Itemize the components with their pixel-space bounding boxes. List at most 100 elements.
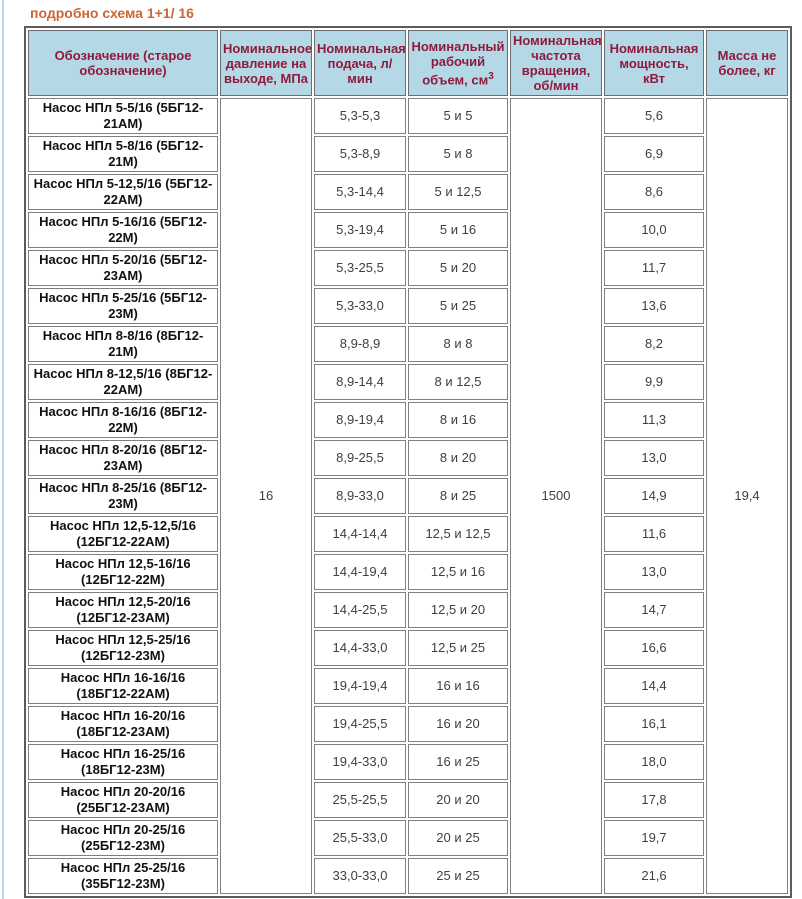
table-row: Насос НПл 16-25/16 (18БГ12-23М) 19,4-33,0… <box>28 744 788 780</box>
power-cell: 6,9 <box>604 136 704 172</box>
pump-designation-cell: Насос НПл 5-12,5/16 (5БГ12-22АМ) <box>28 174 218 210</box>
table-row: Насос НПл 5-8/16 (5БГ12-21М) 5,3-8,9 5 и 8… <box>28 136 788 172</box>
volume-cell: 8 и 12,5 <box>408 364 508 400</box>
column-header-label: Номинальная мощность, кВт <box>609 40 699 86</box>
power-cell: 5,6 <box>604 98 704 134</box>
mass-cell: 19,4 <box>706 98 788 894</box>
power-cell: 10,0 <box>604 212 704 248</box>
schema-details-link[interactable]: подробно схема 1+1/ 16 <box>30 5 194 21</box>
flow-cell: 5,3-5,3 <box>314 98 406 134</box>
column-header-label: Обозначение (старое обозначение) <box>54 48 192 78</box>
flow-cell: 14,4-14,4 <box>314 516 406 552</box>
pump-designation-cell: Насос НПл 5-5/16 (5БГ12-21АМ) <box>28 98 218 134</box>
power-cell: 8,2 <box>604 326 704 362</box>
table-row: Насос НПл 8-16/16 (8БГ12-22М) 8,9-19,4 8 и… <box>28 402 788 438</box>
table-row: Насос НПл 16-20/16 (18БГ12-23АМ) 19,4-25,… <box>28 706 788 742</box>
table-row: Насос НПл 5-16/16 (5БГ12-22М) 5,3-19,4 5 и… <box>28 212 788 248</box>
column-header-pressure: Номинальное давление на выходе, МПа <box>220 30 312 96</box>
flow-cell: 25,5-25,5 <box>314 782 406 818</box>
pump-designation-cell: Насос НПл 12,5-12,5/16 (12БГ12-22АМ) <box>28 516 218 552</box>
power-cell: 18,0 <box>604 744 704 780</box>
volume-cell: 16 и 20 <box>408 706 508 742</box>
pump-designation-cell: Насос НПл 8-8/16 (8БГ12-21М) <box>28 326 218 362</box>
pump-designation-cell: Насос НПл 20-20/16 (25БГ12-23АМ) <box>28 782 218 818</box>
volume-cell: 8 и 25 <box>408 478 508 514</box>
power-cell: 16,6 <box>604 630 704 666</box>
power-cell: 13,0 <box>604 554 704 590</box>
column-header-speed: Номинальная частота вращения, об/мин <box>510 30 602 96</box>
table-row: Насос НПл 12,5-12,5/16 (12БГ12-22АМ) 14,4… <box>28 516 788 552</box>
pump-spec-table: Обозначение (старое обозначение) Номиналь… <box>24 26 792 898</box>
table-body: Насос НПл 5-5/16 (5БГ12-21АМ) 16 5,3-5,3 5 … <box>28 98 788 894</box>
flow-cell: 25,5-33,0 <box>314 820 406 856</box>
volume-cell: 20 и 20 <box>408 782 508 818</box>
pump-designation-cell: Насос НПл 20-25/16 (25БГ12-23М) <box>28 820 218 856</box>
table-header: Обозначение (старое обозначение) Номиналь… <box>28 30 788 96</box>
table-row: Насос НПл 12,5-20/16 (12БГ12-23АМ) 14,4-2… <box>28 592 788 628</box>
volume-cell: 12,5 и 12,5 <box>408 516 508 552</box>
flow-cell: 19,4-25,5 <box>314 706 406 742</box>
pressure-cell: 16 <box>220 98 312 894</box>
pump-designation-cell: Насос НПл 16-25/16 (18БГ12-23М) <box>28 744 218 780</box>
volume-cell: 8 и 16 <box>408 402 508 438</box>
table-row: Насос НПл 5-25/16 (5БГ12-23М) 5,3-33,0 5 и… <box>28 288 788 324</box>
volume-cell: 8 и 8 <box>408 326 508 362</box>
table-row: Насос НПл 25-25/16 (35БГ12-23М) 33,0-33,0… <box>28 858 788 894</box>
flow-cell: 8,9-14,4 <box>314 364 406 400</box>
pump-designation-cell: Насос НПл 5-8/16 (5БГ12-21М) <box>28 136 218 172</box>
volume-cell: 5 и 12,5 <box>408 174 508 210</box>
table-row: Насос НПл 8-20/16 (8БГ12-23АМ) 8,9-25,5 8 … <box>28 440 788 476</box>
power-cell: 9,9 <box>604 364 704 400</box>
pump-designation-cell: Насос НПл 5-16/16 (5БГ12-22М) <box>28 212 218 248</box>
table-row: Насос НПл 16-16/16 (18БГ12-22АМ) 19,4-19,… <box>28 668 788 704</box>
volume-cell: 5 и 16 <box>408 212 508 248</box>
flow-cell: 8,9-25,5 <box>314 440 406 476</box>
flow-cell: 19,4-33,0 <box>314 744 406 780</box>
table-row: Насос НПл 20-25/16 (25БГ12-23М) 25,5-33,0… <box>28 820 788 856</box>
column-header-volume: Номинальный рабочий объем, см3 <box>408 30 508 96</box>
pump-designation-cell: Насос НПл 16-20/16 (18БГ12-23АМ) <box>28 706 218 742</box>
pump-designation-cell: Насос НПл 8-25/16 (8БГ12-23М) <box>28 478 218 514</box>
power-cell: 14,9 <box>604 478 704 514</box>
table-row: Насос НПл 12,5-25/16 (12БГ12-23М) 14,4-33… <box>28 630 788 666</box>
column-header-power: Номинальная мощность, кВт <box>604 30 704 96</box>
flow-cell: 5,3-8,9 <box>314 136 406 172</box>
rotation-speed-cell: 1500 <box>510 98 602 894</box>
flow-cell: 5,3-25,5 <box>314 250 406 286</box>
column-header-label: Масса не более, кг <box>717 48 777 78</box>
power-cell: 11,6 <box>604 516 704 552</box>
flow-cell: 5,3-14,4 <box>314 174 406 210</box>
power-cell: 8,6 <box>604 174 704 210</box>
power-cell: 11,3 <box>604 402 704 438</box>
pump-designation-cell: Насос НПл 8-12,5/16 (8БГ12-22АМ) <box>28 364 218 400</box>
column-header-label: Номинальный рабочий объем, см <box>411 38 505 88</box>
column-header-label: Номинальное давление на выходе, МПа <box>223 40 313 86</box>
table-row: Насос НПл 8-12,5/16 (8БГ12-22АМ) 8,9-14,4… <box>28 364 788 400</box>
pump-designation-cell: Насос НПл 25-25/16 (35БГ12-23М) <box>28 858 218 894</box>
table-row: Насос НПл 8-8/16 (8БГ12-21М) 8,9-8,9 8 и 8… <box>28 326 788 362</box>
volume-cell: 12,5 и 20 <box>408 592 508 628</box>
flow-cell: 5,3-33,0 <box>314 288 406 324</box>
table-row: Насос НПл 5-20/16 (5БГ12-23АМ) 5,3-25,5 5 … <box>28 250 788 286</box>
power-cell: 21,6 <box>604 858 704 894</box>
flow-cell: 8,9-8,9 <box>314 326 406 362</box>
power-cell: 14,7 <box>604 592 704 628</box>
pump-designation-cell: Насос НПл 12,5-25/16 (12БГ12-23М) <box>28 630 218 666</box>
flow-cell: 5,3-19,4 <box>314 212 406 248</box>
column-header-designation: Обозначение (старое обозначение) <box>28 30 218 96</box>
superscript: 3 <box>488 70 494 82</box>
pump-designation-cell: Насос НПл 5-20/16 (5БГ12-23АМ) <box>28 250 218 286</box>
pump-designation-cell: Насос НПл 5-25/16 (5БГ12-23М) <box>28 288 218 324</box>
power-cell: 13,0 <box>604 440 704 476</box>
header-row: Обозначение (старое обозначение) Номиналь… <box>28 30 788 96</box>
pump-designation-cell: Насос НПл 12,5-20/16 (12БГ12-23АМ) <box>28 592 218 628</box>
volume-cell: 5 и 25 <box>408 288 508 324</box>
power-cell: 17,8 <box>604 782 704 818</box>
flow-cell: 14,4-25,5 <box>314 592 406 628</box>
table-row: Насос НПл 5-5/16 (5БГ12-21АМ) 16 5,3-5,3 5 … <box>28 98 788 894</box>
power-cell: 16,1 <box>604 706 704 742</box>
column-header-label: Номинальная частота вращения, об/мин <box>513 33 602 93</box>
volume-cell: 25 и 25 <box>408 858 508 894</box>
flow-cell: 19,4-19,4 <box>314 668 406 704</box>
pump-designation-cell: Насос НПл 16-16/16 (18БГ12-22АМ) <box>28 668 218 704</box>
